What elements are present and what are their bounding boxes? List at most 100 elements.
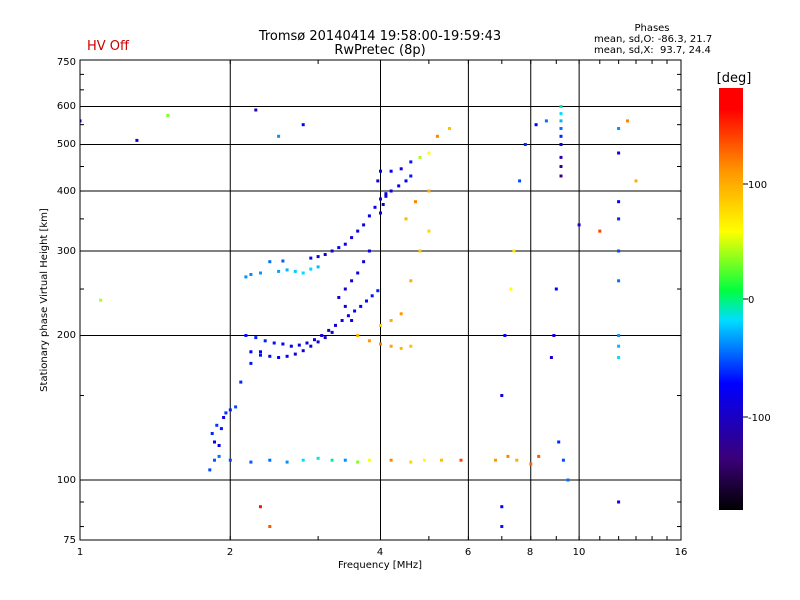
- y-tick-label: 750: [57, 57, 76, 68]
- echo-point: [617, 334, 621, 337]
- echo-point: [435, 134, 439, 138]
- echo-point: [427, 229, 431, 233]
- x-axis-label: Frequency [MHz]: [338, 560, 422, 571]
- echo-point: [239, 380, 243, 384]
- echo-point: [515, 458, 519, 462]
- echo-point: [404, 179, 408, 183]
- phases-x-stats: mean, sd,X: 93.7, 24.4: [594, 45, 711, 56]
- echo-point: [376, 179, 380, 183]
- echo-point: [343, 242, 347, 246]
- echo-point: [350, 236, 354, 240]
- echo-point: [389, 458, 393, 462]
- y-tick-label: 200: [57, 330, 76, 341]
- echo-point: [281, 342, 285, 346]
- echo-point: [293, 352, 297, 356]
- echo-point: [512, 249, 516, 253]
- echo-point: [523, 143, 527, 146]
- y-tick-label: 300: [57, 246, 76, 257]
- colorbar-label: [deg]: [717, 71, 752, 86]
- echo-point: [559, 155, 563, 159]
- echo-point: [359, 304, 363, 308]
- echo-point: [277, 269, 281, 273]
- echo-point: [219, 427, 223, 431]
- echo-point: [259, 505, 262, 509]
- echo-point: [367, 458, 371, 462]
- echo-point: [617, 217, 621, 221]
- echo-point: [330, 249, 334, 253]
- echo-point: [409, 344, 413, 348]
- echo-point: [249, 460, 253, 464]
- echo-point: [598, 229, 602, 233]
- y-tick-label: 75: [63, 535, 76, 546]
- echo-point: [409, 160, 413, 164]
- colorbar-tick-label: -100: [748, 413, 771, 424]
- echo-point: [440, 458, 443, 462]
- echo-point: [617, 200, 621, 204]
- echo-point: [249, 350, 253, 354]
- echo-point: [297, 343, 301, 347]
- echo-point: [301, 349, 305, 353]
- echo-point: [506, 454, 510, 458]
- echo-point: [272, 341, 276, 345]
- echo-point: [268, 525, 272, 528]
- echo-point: [228, 408, 232, 412]
- x-tick-label: 2: [227, 547, 233, 558]
- echo-point: [356, 229, 360, 233]
- echo-point: [559, 119, 563, 123]
- echo-point: [500, 505, 504, 509]
- echo-point: [305, 341, 309, 345]
- echo-point: [268, 354, 272, 358]
- echo-point: [537, 454, 541, 458]
- echo-point: [379, 211, 382, 215]
- echo-point: [213, 440, 216, 444]
- colorbar: [719, 88, 743, 510]
- echo-point: [350, 279, 354, 283]
- echo-point: [409, 279, 413, 283]
- echo-point: [285, 268, 289, 272]
- echo-point: [376, 289, 380, 293]
- axis-ticks: [79, 60, 682, 540]
- echo-point: [370, 294, 374, 298]
- echo-point: [99, 298, 103, 302]
- echo-point: [210, 432, 214, 435]
- echo-point: [534, 123, 538, 127]
- echo-point: [259, 353, 262, 357]
- echo-point: [552, 334, 556, 337]
- echo-point: [343, 287, 347, 291]
- x-tick-label: 16: [675, 547, 688, 558]
- echo-point: [459, 458, 463, 462]
- phases-o-stats: mean, sd,O: -86.3, 21.7: [594, 34, 712, 45]
- echo-point: [362, 223, 366, 227]
- echo-point: [617, 500, 621, 504]
- echo-point: [356, 271, 360, 275]
- echo-point: [389, 169, 393, 173]
- echo-point: [316, 265, 320, 269]
- echo-point: [343, 304, 347, 308]
- echo-point: [409, 174, 413, 178]
- echo-point: [389, 344, 393, 348]
- echo-point: [379, 169, 382, 173]
- x-tick-label: 1: [77, 547, 83, 558]
- echo-point: [228, 458, 232, 462]
- echo-point: [330, 458, 334, 462]
- echo-point: [367, 214, 371, 218]
- echo-point: [381, 203, 385, 206]
- echo-point: [617, 249, 621, 253]
- echo-point: [544, 119, 548, 123]
- hv-status-label: HV Off: [87, 39, 130, 54]
- echo-point: [301, 123, 305, 127]
- echo-point: [500, 525, 504, 528]
- echo-point: [373, 205, 377, 209]
- echo-point: [244, 275, 248, 279]
- colorbar-tick-label: 0: [748, 295, 754, 306]
- echo-point: [289, 344, 293, 348]
- echo-point: [557, 440, 561, 444]
- x-tick-label: 10: [573, 547, 586, 558]
- echo-point: [320, 334, 324, 337]
- phases-title: Phases: [634, 23, 669, 34]
- echo-point: [409, 460, 413, 464]
- echo-point: [350, 319, 354, 322]
- echo-point: [399, 167, 403, 171]
- echo-point: [224, 411, 228, 415]
